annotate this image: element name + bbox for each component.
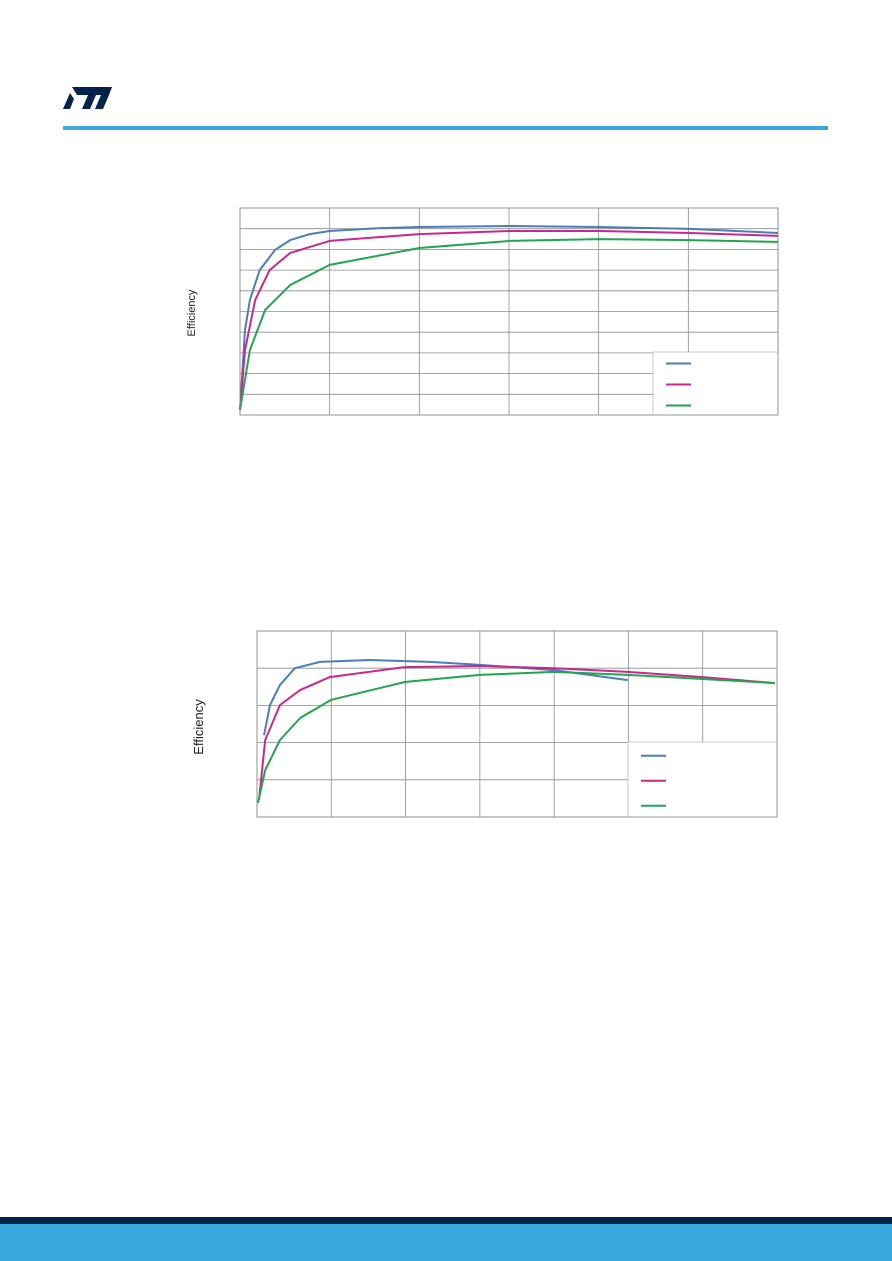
plot-frame: [239, 207, 779, 416]
y-axis-label: Efficiency: [191, 699, 206, 755]
footer-bar: [0, 1224, 892, 1261]
header-rule: [63, 126, 828, 130]
plot-frame: [256, 630, 778, 818]
series-line: [263, 659, 628, 736]
logo: [63, 87, 112, 109]
series-line: [239, 225, 779, 411]
series-line: [239, 230, 779, 411]
footer-band: [0, 1217, 892, 1224]
series-line: [257, 670, 775, 804]
series-line: [258, 665, 775, 801]
series-line: [239, 238, 779, 411]
legend-box: [627, 741, 778, 818]
y-axis-label: Efficiency: [186, 289, 198, 336]
